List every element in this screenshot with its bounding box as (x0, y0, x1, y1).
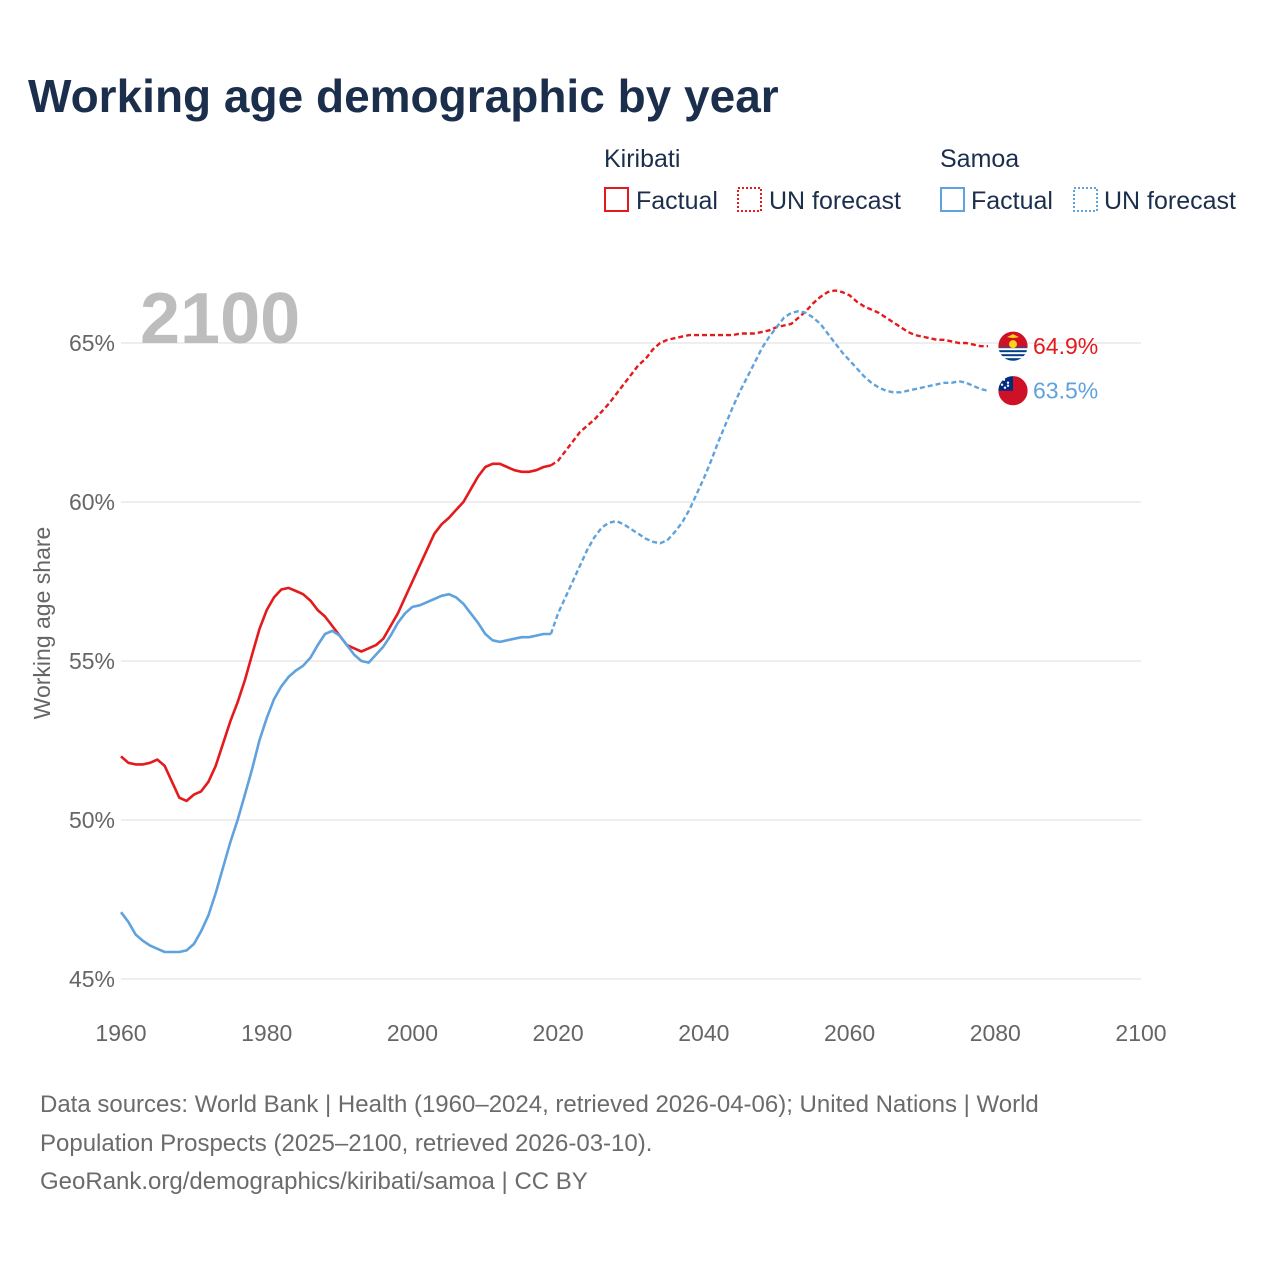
legend-label-samoa-forecast: UN forecast (1104, 187, 1236, 215)
legend-label-samoa-factual: Factual (971, 187, 1053, 215)
y-tick-label: 50% (69, 807, 115, 833)
legend-swatch-samoa-forecast (1073, 187, 1098, 212)
source-line-3: GeoRank.org/demographics/kiribati/samoa … (40, 1168, 588, 1195)
year-watermark: 2100 (140, 279, 300, 359)
source-line-2: Population Prospects (2025–2100, retriev… (40, 1129, 653, 1157)
series-end-markers: 64.9% 63.5% (997, 330, 1098, 407)
legend-group-samoa: Samoa (940, 145, 1019, 173)
source-note: Data sources: World Bank | Health (1960–… (40, 1086, 1220, 1202)
samoa-end-value-label: 63.5% (1033, 378, 1098, 404)
legend: Kiribati Samoa Factual UN forecast Factu… (604, 145, 1236, 215)
x-tick-label: 2040 (678, 1020, 729, 1046)
legend-swatch-kiribati-forecast (737, 187, 762, 212)
legend-label-kiribati-forecast: UN forecast (769, 187, 901, 215)
chart-area: Working age demographic by year Kiribati… (28, 70, 1236, 1046)
kiribati-flag-icon (997, 330, 1029, 362)
x-tick-label: 2000 (387, 1020, 438, 1046)
samoa-factual-line (119, 592, 551, 954)
kiribati-factual-line (120, 462, 552, 803)
kiribati-end-value-label: 64.9% (1033, 333, 1098, 359)
series-lines (119, 289, 989, 954)
gridlines (121, 342, 1141, 980)
samoa-flag-icon (997, 375, 1029, 407)
x-tick-label: 1960 (95, 1020, 146, 1046)
x-tick-label: 2080 (970, 1020, 1021, 1046)
x-tick-label: 2020 (533, 1020, 584, 1046)
source-line-1: Data sources: World Bank | Health (1960–… (40, 1091, 1039, 1118)
x-axis-ticks: 1960 1980 2000 2020 2040 2060 2080 2100 (95, 1020, 1166, 1046)
samoa-forecast-line (549, 310, 989, 635)
chart-title: Working age demographic by year (28, 70, 779, 122)
y-tick-label: 60% (69, 489, 115, 515)
y-tick-label: 45% (69, 966, 115, 992)
y-axis-ticks: 45% 50% 55% 60% 65% (69, 330, 115, 992)
y-axis-label: Working age share (29, 527, 55, 720)
y-tick-label: 65% (69, 330, 115, 356)
legend-swatch-kiribati-factual (604, 187, 629, 212)
y-tick-label: 55% (69, 648, 115, 674)
legend-label-kiribati-factual: Factual (636, 187, 718, 215)
x-tick-label: 2060 (824, 1020, 875, 1046)
x-tick-label: 2100 (1115, 1020, 1166, 1046)
x-tick-label: 1980 (241, 1020, 292, 1046)
legend-group-kiribati: Kiribati (604, 145, 680, 173)
legend-swatch-samoa-factual (940, 187, 965, 212)
kiribati-forecast-line (550, 289, 988, 467)
